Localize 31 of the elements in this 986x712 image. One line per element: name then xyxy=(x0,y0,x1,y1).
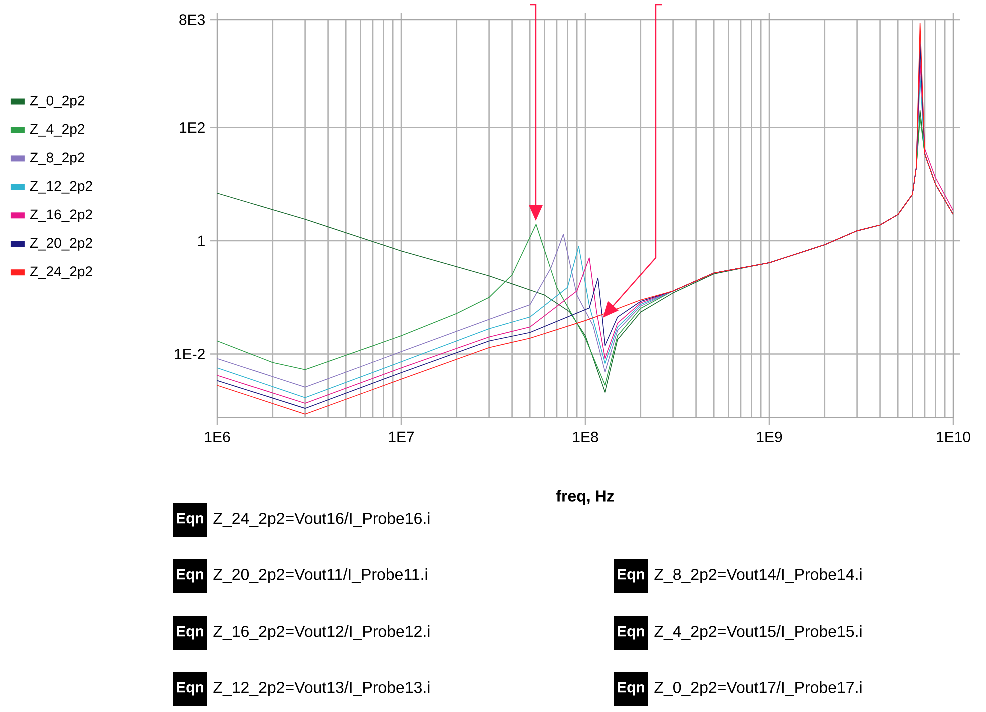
text: Eqn xyxy=(618,626,644,640)
legend-label: Z_8_2p2 xyxy=(30,152,85,166)
legend-label: Z_16_2p2 xyxy=(30,210,92,222)
text: Eqn xyxy=(177,626,204,640)
text: Z_24_2p2=Vout16/I_Probe16.i xyxy=(214,512,430,528)
text: Eqn xyxy=(177,682,204,696)
text: Eqn xyxy=(618,569,644,583)
y-tick-label: 1 xyxy=(198,236,205,246)
x-tick-label: 1E10 xyxy=(937,432,970,442)
legend-label: Z_12_2p2 xyxy=(30,181,92,194)
text: Z_12_2p2=Vout13/I_Probe13.i xyxy=(214,682,430,696)
text: Eqn xyxy=(177,513,204,527)
y-tick-label: 8E3 xyxy=(180,14,206,26)
text: Eqn xyxy=(177,569,204,583)
text: Z_4_2p2=Vout15/I_Probe15.i xyxy=(654,626,862,640)
legend-label: Z_4_2p2 xyxy=(30,124,85,137)
x-tick-label: 1E9 xyxy=(757,432,782,442)
text: Eqn xyxy=(618,682,644,696)
text: Z_0_2p2=Vout17/I_Probe17.i xyxy=(654,682,862,696)
legend-label: Z_20_2p2 xyxy=(30,238,92,251)
x-axis-title: freq, Hz xyxy=(556,490,614,506)
x-tick-label: 1E7 xyxy=(389,432,414,442)
legend-label: Z_24_2p2 xyxy=(30,266,92,280)
y-tick-label: 1E-2 xyxy=(175,349,205,360)
text: Z_8_2p2=Vout14/I_Probe14.i xyxy=(654,568,862,584)
x-tick-label: 1E8 xyxy=(573,432,598,442)
y-tick-label: 1E2 xyxy=(180,122,205,133)
text: Z_20_2p2=Vout11/I_Probe11.i xyxy=(214,568,428,584)
x-tick-label: 1E6 xyxy=(205,432,230,442)
legend-label: Z_0_2p2 xyxy=(30,96,85,108)
text: Z_16_2p2=Vout12/I_Probe12.i xyxy=(214,626,430,640)
